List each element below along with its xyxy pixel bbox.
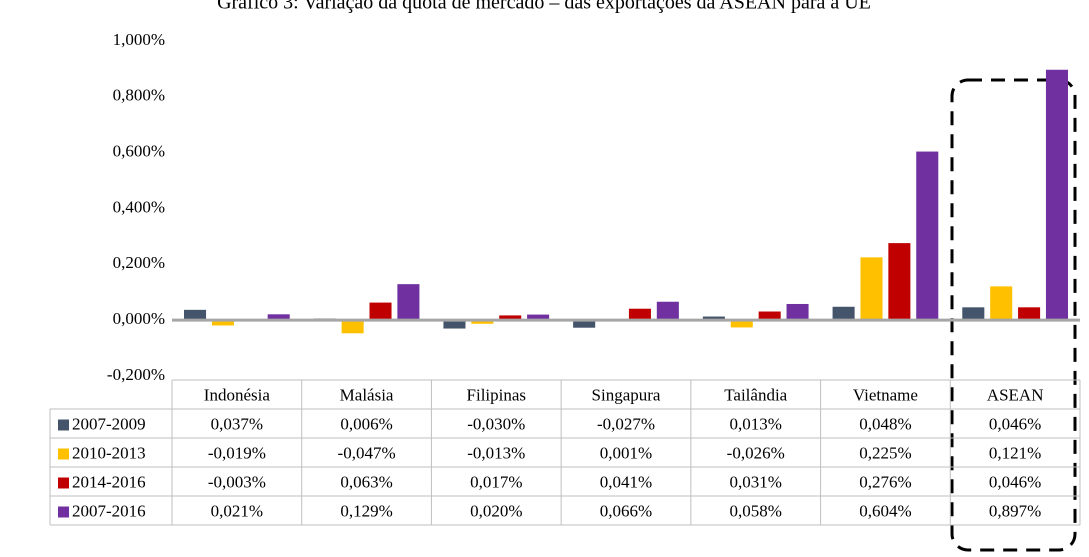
bar	[990, 286, 1013, 321]
bar	[702, 316, 725, 321]
table-value: 0,021%	[211, 501, 263, 520]
table-value: 0,031%	[730, 472, 782, 491]
bar	[758, 311, 781, 321]
bar	[341, 320, 364, 334]
table-value: 0,046%	[989, 414, 1041, 433]
bar	[1018, 307, 1041, 321]
table-value: 0,046%	[989, 472, 1041, 491]
table-value: -0,003%	[208, 472, 266, 491]
legend-label: 2007-2009	[72, 414, 146, 433]
y-tick-label: 0,600%	[113, 142, 165, 161]
x-tick-label: Tailândia	[724, 385, 787, 404]
table-value: -0,030%	[467, 414, 525, 433]
x-tick-label: Vietname	[853, 385, 918, 404]
y-tick-label: 0,800%	[113, 86, 165, 105]
legend-swatch	[58, 448, 69, 460]
legend-swatch	[58, 477, 69, 489]
table-value: -0,047%	[338, 443, 396, 462]
bar	[730, 320, 753, 328]
bar	[628, 308, 651, 321]
bar	[656, 301, 679, 321]
legend-label: 2014-2016	[72, 472, 146, 491]
table-value: -0,013%	[467, 443, 525, 462]
table-value: 0,013%	[730, 414, 782, 433]
bar	[1045, 69, 1069, 321]
table-value: 0,604%	[859, 501, 911, 520]
bar	[211, 320, 234, 326]
y-tick-label: 0,000%	[113, 309, 165, 328]
highlight-box	[950, 78, 1077, 552]
table-value: 0,006%	[340, 414, 392, 433]
bar	[471, 320, 494, 324]
bar	[832, 306, 855, 321]
y-tick-label: 1,000%	[113, 30, 165, 49]
bar	[573, 320, 596, 328]
x-tick-label: Filipinas	[467, 385, 527, 404]
table-value: -0,027%	[597, 414, 655, 433]
legend-label: 2007-2016	[72, 501, 146, 520]
table-value: 0,048%	[859, 414, 911, 433]
table-value: -0,026%	[727, 443, 785, 462]
x-tick-label: Singapura	[592, 385, 661, 404]
x-tick-label: Indonésia	[204, 385, 271, 404]
bar	[397, 284, 420, 321]
table-value: 0,129%	[340, 501, 392, 520]
table-value: 0,020%	[470, 501, 522, 520]
table-value: 0,121%	[989, 443, 1041, 462]
bar	[786, 303, 809, 321]
bar	[888, 243, 911, 321]
y-tick-label: -0,200%	[107, 365, 165, 384]
table-value: -0,019%	[208, 443, 266, 462]
legend-swatch	[58, 506, 69, 518]
bar	[860, 257, 883, 321]
table-value: 0,063%	[340, 472, 392, 491]
bar	[916, 151, 939, 321]
chart-title: Gráfico 3: Variação da quota de mercado …	[217, 0, 871, 14]
table-value: 0,041%	[600, 472, 652, 491]
x-tick-label: Malásia	[340, 385, 394, 404]
y-tick-label: 0,400%	[113, 197, 165, 216]
table-value: 0,037%	[211, 414, 263, 433]
bar	[267, 314, 290, 321]
x-tick-label: ASEAN	[987, 385, 1044, 404]
bar	[369, 302, 392, 321]
y-tick-label: 0,200%	[113, 253, 165, 272]
legend-swatch	[58, 419, 69, 431]
bar	[183, 309, 207, 321]
table-value: 0,897%	[989, 501, 1041, 520]
bar	[443, 320, 466, 329]
bar	[499, 315, 522, 321]
legend-label: 2010-2013	[72, 443, 146, 462]
bar	[527, 314, 550, 321]
table-value: 0,066%	[600, 501, 652, 520]
table-value: 0,017%	[470, 472, 522, 491]
table-value: 0,058%	[730, 501, 782, 520]
table-value: 0,225%	[859, 443, 911, 462]
table-value: 0,001%	[600, 443, 652, 462]
table-value: 0,276%	[859, 472, 911, 491]
bar	[962, 307, 985, 321]
